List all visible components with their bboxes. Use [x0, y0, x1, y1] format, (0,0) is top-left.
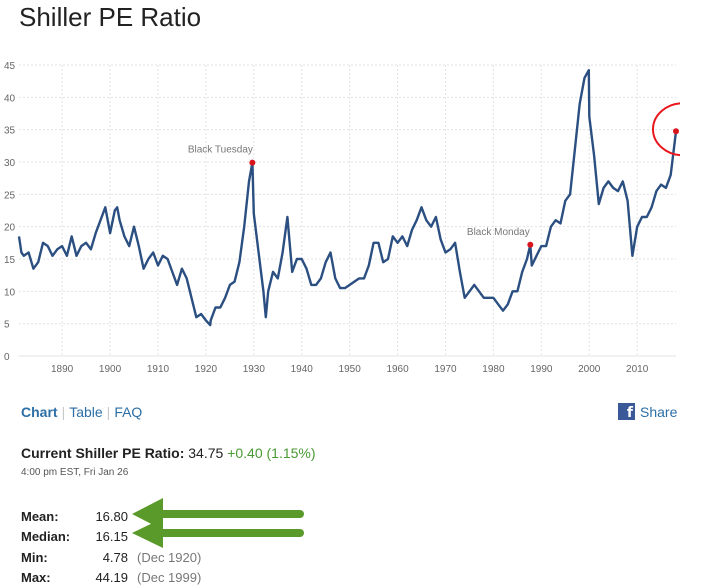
x-tick-label: 1920	[195, 364, 218, 375]
y-tick-label: 20	[4, 223, 16, 234]
stat-date: (Dec 1920)	[137, 550, 201, 565]
page-title: Shiller PE Ratio	[19, 2, 201, 33]
shiller-pe-chart: 0 5 10 15 20 25 30 35 40 45 1890 1900 1910 1920 1930 19…	[0, 48, 680, 383]
annotation-marker	[527, 242, 533, 248]
stat-value: 4.78	[83, 550, 128, 565]
y-tick-label: 30	[4, 158, 16, 169]
x-tick-label: 1990	[530, 364, 553, 375]
stat-row-median: Median: 16.15	[21, 527, 201, 548]
x-tick-label: 2000	[578, 364, 601, 375]
x-tick-label: 1910	[147, 364, 170, 375]
current-ratio: Current Shiller PE Ratio: 34.75 +0.40 (1…	[21, 445, 316, 461]
y-tick-label: 10	[4, 287, 16, 298]
stats-table: Mean: 16.80 Median: 16.15 Min: 4.78 (Dec…	[21, 506, 201, 588]
current-ratio-label: Current Shiller PE Ratio:	[21, 445, 184, 461]
x-tick-label: 2010	[626, 364, 649, 375]
chart-tabs: Chart|Table|FAQ	[21, 404, 142, 420]
tab-faq[interactable]: FAQ	[114, 404, 142, 420]
share-button[interactable]: f Share	[618, 403, 677, 420]
x-tick-label: 1960	[386, 364, 409, 375]
annotation-label: Black Monday	[467, 227, 530, 238]
stat-value: 16.80	[83, 509, 128, 524]
stat-row-mean: Mean: 16.80	[21, 506, 201, 527]
y-tick-label: 15	[4, 255, 16, 266]
stat-value: 44.19	[83, 570, 128, 585]
x-tick-label: 1930	[243, 364, 266, 375]
stat-row-min: Min: 4.78 (Dec 1920)	[21, 547, 201, 568]
y-tick-label: 40	[4, 93, 16, 104]
current-timestamp: 4:00 pm EST, Fri Jan 26	[21, 467, 128, 478]
current-ratio-value: 34.75	[188, 445, 223, 461]
stat-label: Median:	[21, 529, 83, 544]
tab-separator: |	[62, 404, 66, 420]
stat-date: (Dec 1999)	[137, 570, 201, 585]
y-tick-label: 25	[4, 190, 16, 201]
current-point-marker	[673, 128, 679, 134]
x-tick-label: 1970	[434, 364, 457, 375]
y-tick-label: 35	[4, 126, 16, 137]
current-ratio-change: +0.40 (1.15%)	[227, 445, 315, 461]
x-tick-label: 1980	[482, 364, 505, 375]
annotation-label: Black Tuesday	[188, 145, 253, 156]
stat-label: Mean:	[21, 509, 83, 524]
series-line	[19, 70, 676, 325]
share-label: Share	[640, 404, 677, 420]
x-tick-label: 1940	[291, 364, 314, 375]
stat-label: Max:	[21, 570, 83, 585]
stat-row-max: Max: 44.19 (Dec 1999)	[21, 568, 201, 588]
y-tick-label: 0	[4, 352, 10, 363]
stat-label: Min:	[21, 550, 83, 565]
stat-value: 16.15	[83, 529, 128, 544]
tab-table[interactable]: Table	[69, 404, 102, 420]
tab-separator: |	[107, 404, 111, 420]
y-tick-label: 5	[4, 320, 10, 331]
x-tick-label: 1890	[51, 364, 74, 375]
facebook-icon: f	[618, 403, 635, 420]
tab-chart[interactable]: Chart	[21, 404, 58, 420]
y-tick-label: 45	[4, 61, 16, 72]
annotation-marker	[249, 160, 255, 166]
x-tick-label: 1900	[99, 364, 122, 375]
x-tick-label: 1950	[339, 364, 362, 375]
